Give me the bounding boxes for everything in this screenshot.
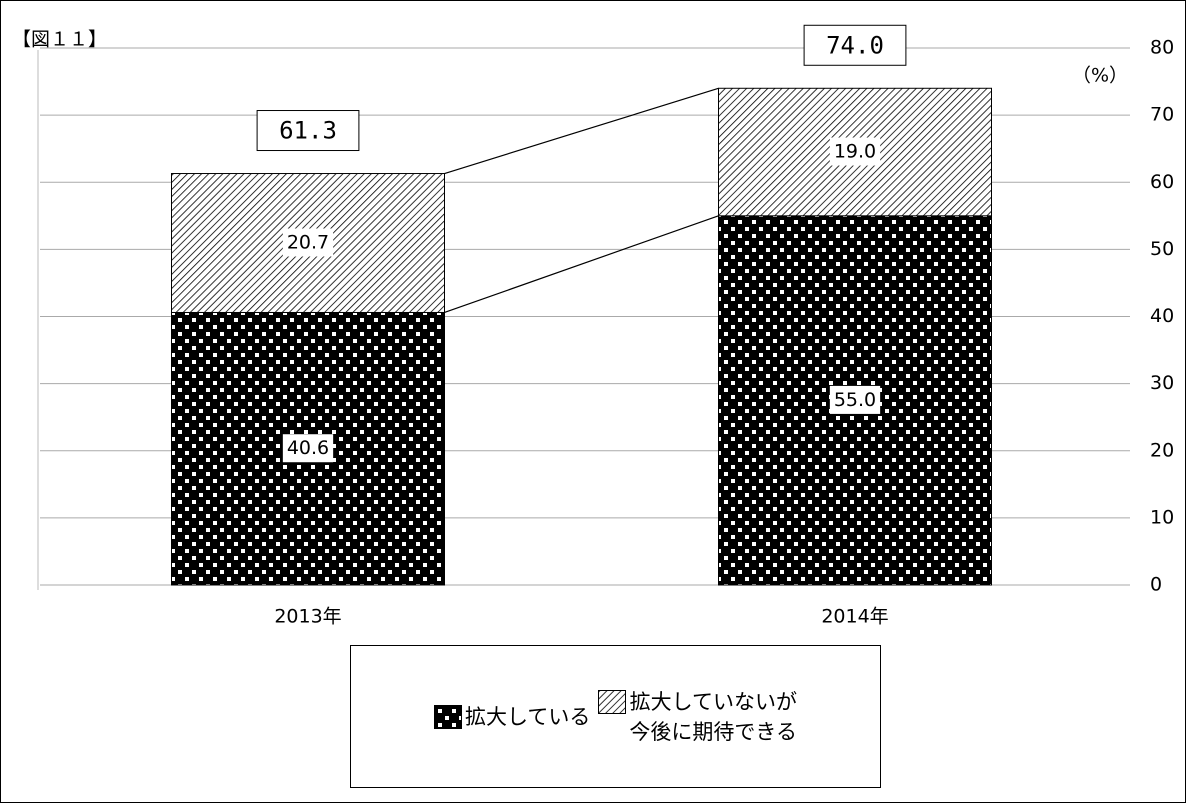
total-label-group: 61.3 xyxy=(256,110,360,152)
y-tick-label: 20 xyxy=(1150,439,1174,461)
data-label-group: 19.0 xyxy=(829,137,881,166)
legend-swatch xyxy=(598,689,627,714)
total-label-group: 74.0 xyxy=(803,24,907,66)
y-tick-label: 50 xyxy=(1150,238,1174,260)
data-label: 19.0 xyxy=(834,141,876,163)
legend-label: 拡大していないが 今後に期待できる xyxy=(629,689,797,744)
data-label-box xyxy=(282,228,334,257)
y-tick-label: 0 xyxy=(1150,574,1162,596)
x-tick-label: 2013年 xyxy=(274,606,341,628)
data-label: 20.7 xyxy=(287,231,329,253)
data-label-box xyxy=(829,137,881,166)
total-label: 74.0 xyxy=(826,31,884,59)
total-label: 61.3 xyxy=(279,117,337,145)
legend-label: 拡大している xyxy=(465,704,591,729)
data-label: 55.0 xyxy=(834,389,876,411)
legend-item: 拡大している xyxy=(434,702,590,732)
y-tick-label: 80 xyxy=(1150,37,1174,59)
data-label-group: 55.0 xyxy=(829,385,881,414)
legend-swatch xyxy=(434,704,463,729)
y-axis-label: （%） xyxy=(1072,65,1128,87)
data-label: 40.6 xyxy=(287,437,329,459)
total-label-box xyxy=(803,24,907,66)
legend: 拡大している 拡大していないが 今後に期待できる xyxy=(350,645,881,788)
data-label-group: 40.6 xyxy=(282,434,334,463)
total-label-box xyxy=(256,110,360,152)
data-label-group: 20.7 xyxy=(282,228,334,257)
y-tick-label: 10 xyxy=(1150,506,1174,528)
chart-title: 【図１１】 xyxy=(12,29,107,51)
data-label-box xyxy=(282,434,334,463)
series-line xyxy=(444,215,719,314)
y-tick-label: 70 xyxy=(1150,104,1174,126)
y-tick-label: 60 xyxy=(1150,171,1174,193)
x-tick-label: 2014年 xyxy=(821,606,888,628)
y-tick-label: 40 xyxy=(1150,305,1174,327)
series-line xyxy=(444,87,719,175)
data-label-box xyxy=(829,385,881,414)
legend-item: 拡大していないが 今後に期待できる xyxy=(598,687,797,747)
y-tick-label: 30 xyxy=(1150,372,1174,394)
